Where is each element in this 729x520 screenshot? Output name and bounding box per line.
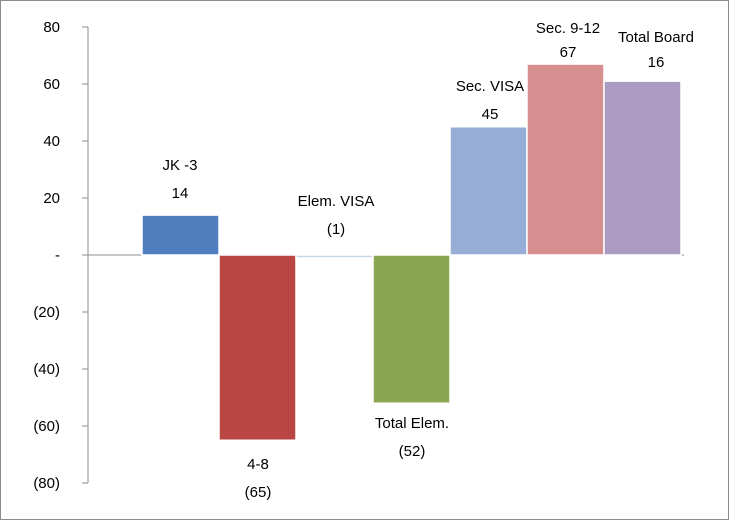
y-tick-label: 20: [43, 190, 60, 207]
y-tick-label: 80: [43, 19, 60, 36]
category-label: Total Board: [618, 29, 694, 46]
labels-layer: JK -3 14 4-8 (65) Elem. VISA (1) Total Elem. (5…: [162, 20, 693, 501]
bar-sec-9-12: [526, 63, 605, 256]
category-label: JK -3: [162, 157, 197, 174]
bar-elem-visa: [295, 254, 374, 259]
y-tick-label: (80): [33, 475, 60, 492]
category-label: Sec. VISA: [456, 78, 524, 95]
y-tick-label: 60: [43, 76, 60, 93]
value-label: 16: [648, 54, 665, 71]
bars-layer: [141, 63, 682, 441]
bar-4-8: [218, 254, 297, 441]
y-tick-label: -: [55, 247, 60, 264]
value-label: (65): [245, 484, 272, 501]
y-tick-label: (40): [33, 361, 60, 378]
category-label: Total Elem.: [375, 415, 449, 432]
bar-sec-visa: [449, 126, 528, 256]
value-label: (52): [399, 443, 426, 460]
value-label: 67: [560, 44, 577, 61]
y-tick-label: 40: [43, 133, 60, 150]
bar-total-board: [603, 80, 682, 256]
y-tick-label: (20): [33, 304, 60, 321]
bar-total-elem: [372, 254, 451, 404]
bar-jk-3: [141, 214, 220, 256]
y-tick-label: (60): [33, 418, 60, 435]
value-label: 14: [172, 185, 189, 202]
category-label: 4-8: [247, 456, 269, 473]
category-label: Sec. 9-12: [536, 20, 600, 37]
value-label: 45: [482, 106, 499, 123]
value-label: (1): [327, 221, 345, 238]
category-label: Elem. VISA: [298, 193, 375, 210]
